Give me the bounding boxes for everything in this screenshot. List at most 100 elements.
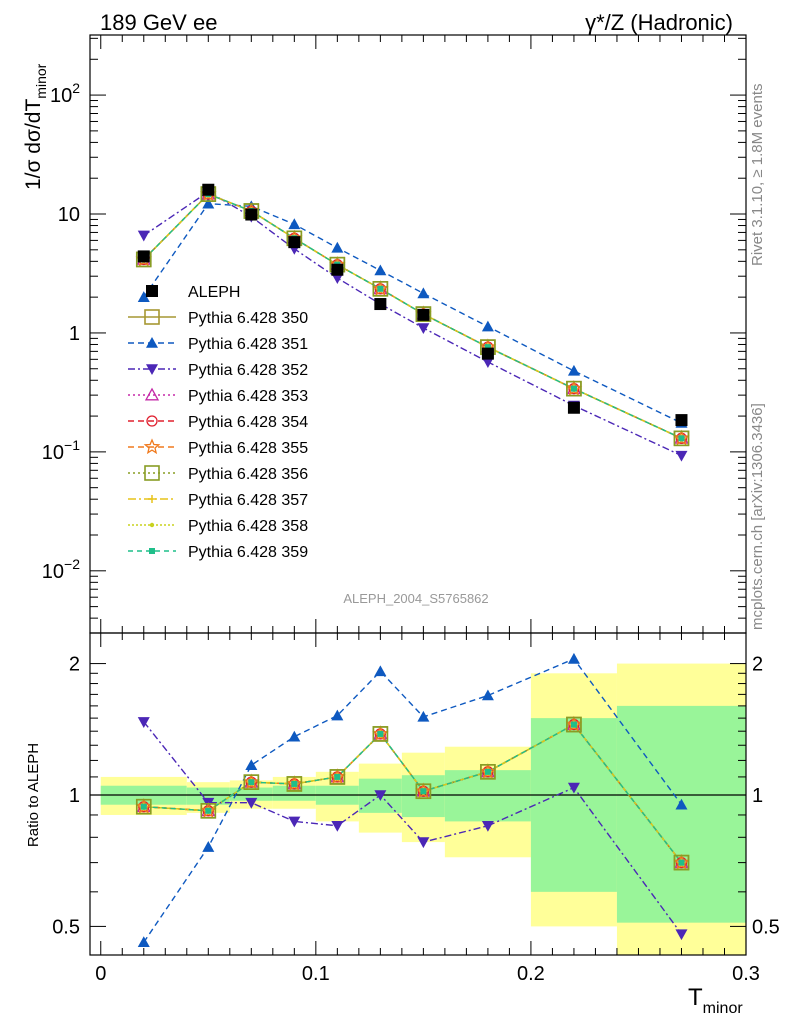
main-point-Pythia-6.428-351 xyxy=(137,291,150,302)
main-point-Pythia-6.428-351 xyxy=(481,320,494,332)
main-line-Pythia-6.428-351 xyxy=(143,202,682,424)
ratio-point-Pythia-6.428-351 xyxy=(202,841,215,852)
legend-marker xyxy=(148,495,156,503)
main-ytick-label: 10−1 xyxy=(42,437,80,464)
ratio-band-inner xyxy=(616,705,746,923)
ratio-band-inner xyxy=(272,785,316,801)
header-left: 189 GeV ee xyxy=(100,10,217,35)
main-point-Pythia-6.428-351 xyxy=(417,287,430,299)
legend-label: Pythia 6.428 355 xyxy=(188,440,308,457)
main-line-Pythia-6.428-359 xyxy=(143,193,682,439)
ratio-ytick-label: 0.5 xyxy=(52,916,80,938)
ratio-point-Pythia-6.428-356 xyxy=(415,783,432,800)
data-point-aleph xyxy=(675,414,688,427)
legend-label: ALEPH xyxy=(188,284,240,301)
legend-label: Pythia 6.428 351 xyxy=(188,336,308,353)
data-point-aleph xyxy=(481,347,494,360)
ratio-point-Pythia-6.428-359 xyxy=(248,779,255,786)
main-line-Pythia-6.428-352 xyxy=(143,190,682,457)
ratio-point-Pythia-6.428-356 xyxy=(200,802,217,819)
ratio-point-Pythia-6.428-352 xyxy=(331,821,344,832)
main-ytick-label: 10 xyxy=(58,204,80,226)
ratio-point-Pythia-6.428-351 xyxy=(245,759,258,771)
data-point-aleph xyxy=(331,263,344,276)
main-ytick-label: 1 xyxy=(69,323,80,345)
ratio-ytick-label-right: 2 xyxy=(752,654,763,676)
data-point-aleph xyxy=(417,308,430,321)
legend-marker xyxy=(149,548,155,554)
legend-marker xyxy=(144,309,160,325)
ratio-band-inner xyxy=(530,718,617,892)
ratio-line-Pythia-6.428-351 xyxy=(143,658,683,943)
main-point-Pythia-6.428-352 xyxy=(137,230,150,242)
ratio-point-Pythia-6.428-359 xyxy=(291,780,298,787)
data-point-aleph xyxy=(567,401,580,414)
main-point-Pythia-6.428-352 xyxy=(417,323,430,335)
legend-label: Pythia 6.428 350 xyxy=(188,310,308,327)
ratio-point-Pythia-6.428-352 xyxy=(137,717,150,728)
ratio-band-inner xyxy=(186,787,230,805)
data-point-aleph xyxy=(374,298,387,311)
main-ytick-label: 10−2 xyxy=(42,556,80,583)
x-tick-label: 0.3 xyxy=(732,963,760,985)
main-point-Pythia-6.428-351 xyxy=(331,241,344,253)
ratio-point-Pythia-6.428-359 xyxy=(377,730,384,737)
ratio-point-Pythia-6.428-356 xyxy=(372,726,389,742)
main-point-Pythia-6.428-352 xyxy=(481,357,494,368)
main-point-Pythia-6.428-359 xyxy=(678,435,685,442)
main-point-Pythia-6.428-359 xyxy=(484,344,491,351)
ratio-ytick-label-right: 1 xyxy=(752,785,763,807)
x-tick-label: 0.1 xyxy=(302,963,330,985)
ratio-point-Pythia-6.428-352 xyxy=(245,797,258,809)
ratio-point-Pythia-6.428-351 xyxy=(288,730,301,742)
ratio-point-Pythia-6.428-351 xyxy=(417,710,430,722)
analysis-label: ALEPH_2004_S5765862 xyxy=(343,591,488,606)
legend-label: Pythia 6.428 359 xyxy=(188,544,308,561)
ratio-line-Pythia-6.428-358 xyxy=(143,723,683,864)
main-point-Pythia-6.428-351 xyxy=(567,364,580,376)
ratio-point-Pythia-6.428-359 xyxy=(484,768,491,775)
legend-label: Pythia 6.428 353 xyxy=(188,388,308,405)
main-ylabel: 1/σ dσ/dTminor xyxy=(22,63,49,190)
ratio-point-Pythia-6.428-359 xyxy=(205,807,212,814)
ratio-frame xyxy=(89,632,747,956)
ratio-line-Pythia-6.428-352 xyxy=(143,721,683,935)
ratio-point-Pythia-6.428-351 xyxy=(481,689,494,701)
ratio-point-Pythia-6.428-352 xyxy=(675,929,688,941)
main-point-Pythia-6.428-351 xyxy=(288,218,301,230)
legend-marker xyxy=(149,522,155,528)
legend-marker xyxy=(144,387,160,401)
ratio-point-Pythia-6.428-356 xyxy=(480,764,496,780)
ratio-point-Pythia-6.428-351 xyxy=(567,652,580,664)
ratio-point-Pythia-6.428-352 xyxy=(417,837,430,849)
main-panel: 10−2 10−1 1 10 102 xyxy=(42,34,747,634)
mcplots-label: mcplots.cern.ch [arXiv:1306.3436] xyxy=(749,403,766,630)
x-tick-label: 0 xyxy=(95,963,106,985)
main-point-Pythia-6.428-359 xyxy=(570,385,577,392)
ratio-panel: 0.5 0.5 1 1 2 2 0 0.1 0.2 0.3 xyxy=(52,632,780,985)
ratio-ytick-label-right: 0.5 xyxy=(752,916,780,938)
ratio-point-Pythia-6.428-356 xyxy=(286,776,303,792)
ratio-point-Pythia-6.428-351 xyxy=(374,665,387,677)
ratio-ylabel: Ratio to ALEPH xyxy=(25,743,42,847)
x-tick-label: 0.2 xyxy=(517,963,545,985)
legend-marker xyxy=(144,465,160,481)
ratio-point-Pythia-6.428-359 xyxy=(420,788,427,795)
main-point-Pythia-6.428-356 xyxy=(372,281,389,297)
main-line-Pythia-6.428-357 xyxy=(143,193,682,439)
legend-marker xyxy=(146,337,158,348)
legend-label: Pythia 6.428 352 xyxy=(188,362,308,379)
data-point-aleph xyxy=(202,183,215,196)
ratio-point-Pythia-6.428-356 xyxy=(135,798,152,815)
main-point-Pythia-6.428-351 xyxy=(374,264,387,276)
ratio-band-inner xyxy=(444,770,531,822)
ratio-point-Pythia-6.428-352 xyxy=(481,821,494,832)
legend: ALEPH Pythia 6.428 350 Pythia 6.428 351 Pyt… xyxy=(128,284,308,561)
ratio-point-Pythia-6.428-352 xyxy=(374,790,387,801)
main-point-Pythia-6.428-359 xyxy=(377,285,384,292)
main-point-Pythia-6.428-352 xyxy=(331,273,344,284)
main-point-Pythia-6.428-351 xyxy=(202,197,215,209)
ratio-point-Pythia-6.428-359 xyxy=(678,859,685,866)
ratio-point-Pythia-6.428-351 xyxy=(137,936,150,948)
